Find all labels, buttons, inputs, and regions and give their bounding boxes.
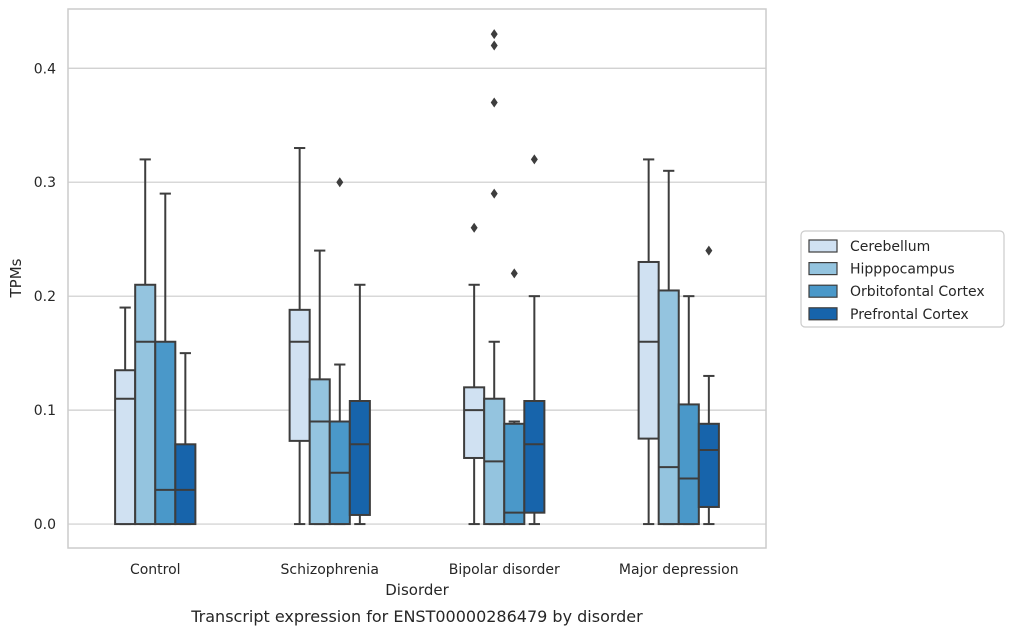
y-tick-label: 0.3 [34,175,56,191]
box-plot-area [114,29,720,526]
box-rect [637,260,660,440]
legend-label: Hipppocampus [850,262,955,278]
y-tick-label: 0.0 [34,517,56,533]
y-axis-title: TPMs [7,258,25,298]
outlier-point [336,177,344,188]
box-rect [697,422,720,508]
y-tick-label: 0.4 [34,61,56,77]
box-rect [348,400,371,516]
box-1-1 [308,249,331,526]
box-3-3 [697,245,720,526]
box-2-2 [503,268,526,526]
box-2-0 [463,222,486,526]
legend: Cerebellum Hipppocampus Orbitofontal Corte… [800,230,1005,328]
plot-frame [67,8,767,549]
box-1-3 [348,283,371,526]
legend-label: Prefrontal Cortex [850,307,969,323]
y-tick-label: 0.1 [34,403,56,419]
legend-swatch [808,239,838,253]
x-tick-label: Major depression [619,562,739,578]
legend-box [800,230,1005,328]
box-rect [308,378,331,526]
x-axis-ticks: Control Schizophrenia Bipolar disorder Majo… [130,562,739,578]
x-tick-label: Schizophrenia [281,562,379,578]
box-0-3 [174,352,197,526]
legend-swatch [808,262,838,276]
legend-label: Orbitofontal Cortex [850,284,985,300]
box-2-1 [483,29,506,526]
y-tick-label: 0.2 [34,289,56,305]
box-rect [174,443,197,526]
box-rect [463,386,486,459]
outlier-point [490,40,498,51]
box-2-3 [523,154,546,526]
box-rect [677,403,700,526]
outlier-point [510,268,518,279]
box-1-2 [328,177,351,526]
box-rect [523,400,546,514]
outlier-point [705,245,713,256]
outlier-point [530,154,538,165]
box-rect [114,369,137,526]
box-rect [288,308,311,442]
box-0-2 [154,192,177,526]
box-3-2 [677,295,700,526]
x-tick-label: Bipolar disorder [449,562,560,578]
y-axis-ticks: 0.0 0.1 0.2 0.3 0.4 [34,61,56,533]
box-1-0 [288,147,311,526]
box-rect [657,289,680,526]
legend-swatch [808,307,838,321]
box-rect [134,283,157,526]
chart-caption: Transcript expression for ENST0000028647… [190,607,643,626]
outlier-point [490,29,498,40]
legend-swatch [808,284,838,298]
box-rect [154,340,177,526]
box-rect [503,422,526,526]
box-0-0 [114,306,137,526]
box-3-1 [657,169,680,526]
x-axis-title: Disorder [385,581,449,599]
box-3-0 [637,158,660,526]
outlier-point [470,222,478,233]
legend-label: Cerebellum [850,239,930,255]
box-0-1 [134,158,157,526]
outlier-point [490,97,498,108]
outlier-point [490,188,498,199]
x-tick-label: Control [130,562,181,578]
